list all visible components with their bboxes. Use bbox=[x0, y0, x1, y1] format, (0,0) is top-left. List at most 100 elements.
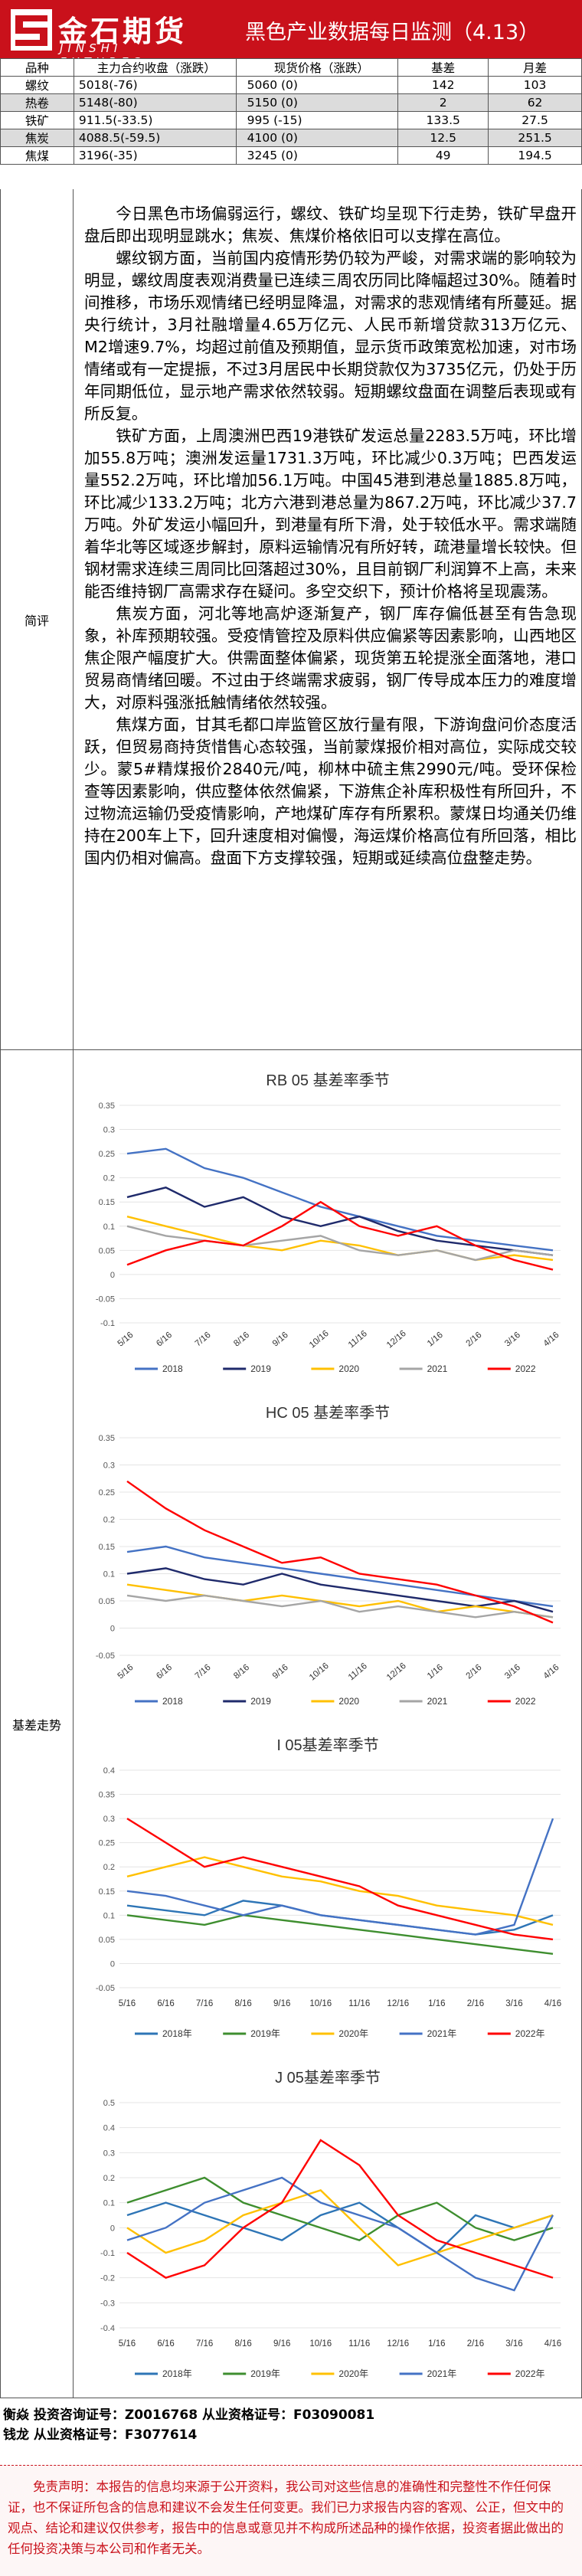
x-tick-label: 3/16 bbox=[503, 1331, 522, 1349]
hc-basis-chart: HC 05 基差率季节 0.35 0.3 0.25 0.2 0.15 0.1 0.05 0 -0.… bbox=[84, 1395, 571, 1715]
x-tick-label: 9/16 bbox=[273, 2339, 290, 2349]
x-tick-label: 8/16 bbox=[234, 2339, 251, 2349]
series-line bbox=[126, 1187, 554, 1256]
y-tick-label: 0.3 bbox=[103, 2149, 115, 2158]
legend-label: 2018 bbox=[162, 1696, 183, 1707]
y-tick-label: -0.3 bbox=[100, 2299, 115, 2308]
x-tick-label: 9/16 bbox=[271, 1663, 290, 1681]
x-tick-label: 5/16 bbox=[116, 1663, 136, 1681]
x-tick-label: 2/16 bbox=[465, 1663, 484, 1681]
close-price: 911.5(-33.5) bbox=[73, 111, 237, 129]
table-row: 焦煤 3196(-35) 3245 (0) 49 194.5 bbox=[0, 146, 582, 165]
legend-label: 2022 bbox=[515, 1696, 536, 1707]
x-tick-label: 4/16 bbox=[542, 1331, 561, 1349]
logo-mark-icon bbox=[11, 9, 52, 51]
column-header: 品种 bbox=[0, 58, 74, 77]
y-tick-label: 0.2 bbox=[103, 1863, 115, 1872]
rb-basis-chart-svg: RB 05 基差率季节 0.35 0.3 0.25 0.2 0.15 0.1 0.05 0 -0.… bbox=[96, 1072, 561, 1374]
report-header: 金石期货 JINSHI FUTURES 黑色产业数据每日监测（4.13） bbox=[0, 0, 582, 69]
y-tick-label: 0.25 bbox=[99, 1150, 115, 1159]
x-tick-label: 6/16 bbox=[157, 1999, 174, 2008]
legend-label: 2019年 bbox=[250, 2028, 280, 2039]
y-tick-label: 0.4 bbox=[103, 1766, 115, 1776]
y-tick-label: 0 bbox=[110, 1959, 115, 1969]
j-basis-chart-svg: J 05基差率季节 0.5 0.4 0.3 0.2 0.1 0 -0.1 -0.2 -0.3 -0.… bbox=[100, 2069, 561, 2379]
spot-price: 4100 (0) bbox=[235, 129, 399, 147]
x-tick-label: 12/16 bbox=[385, 1661, 408, 1683]
x-tick-label: 9/16 bbox=[271, 1331, 290, 1349]
y-tick-label: 0.1 bbox=[103, 1570, 115, 1579]
y-tick-label: 0.3 bbox=[103, 1461, 115, 1471]
y-tick-label: 0.1 bbox=[103, 2199, 115, 2208]
basis-value: 49 bbox=[397, 146, 489, 165]
x-tick-label: 7/16 bbox=[194, 1331, 213, 1349]
x-tick-label: 3/16 bbox=[503, 1663, 522, 1681]
legend-label: 2021 bbox=[427, 1363, 448, 1374]
series-line bbox=[126, 1914, 554, 1956]
product-name: 铁矿 bbox=[0, 111, 74, 129]
x-tick-label: 2/16 bbox=[465, 1331, 484, 1349]
y-tick-label: 0.05 bbox=[99, 1936, 115, 1945]
y-tick-label: 0.1 bbox=[103, 1223, 115, 1232]
product-name: 热卷 bbox=[0, 93, 74, 112]
j-basis-chart: J 05基差率季节 0.5 0.4 0.3 0.2 0.1 0 -0.1 -0.2 -0.3 -0.… bbox=[84, 2060, 571, 2388]
y-tick-label: 0.15 bbox=[99, 1198, 115, 1207]
spot-price: 5150 (0) bbox=[235, 93, 399, 112]
x-tick-label: 7/16 bbox=[196, 2339, 213, 2349]
chart-title: HC 05 基差率季节 bbox=[266, 1404, 390, 1422]
y-tick-label: 0.35 bbox=[99, 1101, 115, 1111]
spot-price: 3245 (0) bbox=[235, 146, 399, 165]
legend-label: 2021年 bbox=[427, 2368, 457, 2379]
chart-title: I 05基差率季节 bbox=[276, 1736, 378, 1754]
y-tick-label: -0.05 bbox=[96, 1651, 115, 1661]
legend-label: 2018 bbox=[162, 1363, 183, 1374]
legend-label: 2022 bbox=[515, 1363, 536, 1374]
column-header: 月差 bbox=[488, 58, 582, 77]
series-line bbox=[126, 2176, 554, 2241]
x-tick-label: 7/16 bbox=[196, 1999, 213, 2008]
series-line bbox=[126, 1147, 554, 1252]
disclaimer-text: 免责声明：本报告的信息均来源于公开资料，我公司对这些信息的准确性和完整性不作任何… bbox=[0, 2465, 582, 2576]
series-line bbox=[126, 2176, 554, 2292]
y-tick-label: 0.4 bbox=[103, 2124, 115, 2133]
summary-commentary: 今日黑色市场偏弱运行，螺纹、铁矿均呈现下行走势，铁矿早盘开盘后即出现明显跳水；焦… bbox=[74, 189, 582, 1050]
legend-label: 2019 bbox=[250, 1696, 271, 1707]
close-price: 4088.5(-59.5) bbox=[73, 129, 237, 147]
quotes-header-row: 品种 主力合约收盘（涨跌） 现货价格（涨跌） 基差 月差 bbox=[0, 58, 582, 77]
y-tick-label: -0.4 bbox=[100, 2324, 115, 2333]
y-tick-label: 0.35 bbox=[99, 1434, 115, 1443]
x-tick-label: 6/16 bbox=[155, 1331, 174, 1349]
series-line bbox=[126, 1567, 554, 1613]
x-tick-label: 6/16 bbox=[157, 2339, 174, 2349]
x-tick-label: 10/16 bbox=[308, 1661, 331, 1683]
product-name: 螺纹 bbox=[0, 76, 74, 94]
y-tick-label: -0.05 bbox=[96, 1295, 115, 1304]
summary-section-label: 简评 bbox=[0, 189, 74, 1050]
table-row: 热卷 5148(-80) 5150 (0) 2 62 bbox=[0, 93, 582, 112]
column-header: 基差 bbox=[397, 58, 489, 77]
y-tick-label: 0.05 bbox=[99, 1597, 115, 1606]
x-tick-label: 5/16 bbox=[119, 2339, 136, 2349]
legend-label: 2020年 bbox=[338, 2368, 368, 2379]
x-tick-label: 8/16 bbox=[232, 1663, 251, 1681]
x-tick-label: 10/16 bbox=[308, 1329, 331, 1350]
x-tick-label: 10/16 bbox=[309, 1999, 332, 2008]
x-tick-label: 9/16 bbox=[273, 1999, 290, 2008]
spot-price: 995 (-15) bbox=[235, 111, 399, 129]
series-line bbox=[126, 1480, 554, 1624]
summary-paragraph: 焦煤方面，甘其毛都口岸监管区放行量有限，下游询盘问价态度活跃，但贸易商持货惜售心… bbox=[84, 715, 577, 867]
y-tick-label: 0.2 bbox=[103, 1174, 115, 1183]
basis-trend-section-label: 基差走势 bbox=[0, 1050, 74, 2398]
y-tick-label: -0.2 bbox=[100, 2274, 115, 2283]
spread-value: 27.5 bbox=[488, 111, 582, 129]
y-tick-label: 0.25 bbox=[99, 1839, 115, 1848]
x-tick-label: 11/16 bbox=[348, 1999, 370, 2008]
x-tick-label: 6/16 bbox=[155, 1663, 174, 1681]
x-tick-label: 3/16 bbox=[505, 1999, 522, 2008]
summary-paragraph: 螺纹钢方面，当前国内疫情形势仍较为严峻，对需求端的影响较为明显，螺纹周度表观消费… bbox=[84, 249, 577, 423]
x-tick-label: 8/16 bbox=[232, 1331, 251, 1349]
series-line bbox=[126, 1594, 554, 1619]
y-tick-label: -0.1 bbox=[100, 1319, 115, 1328]
basis-value: 12.5 bbox=[397, 129, 489, 147]
company-logo: 金石期货 JINSHI FUTURES bbox=[5, 3, 196, 69]
